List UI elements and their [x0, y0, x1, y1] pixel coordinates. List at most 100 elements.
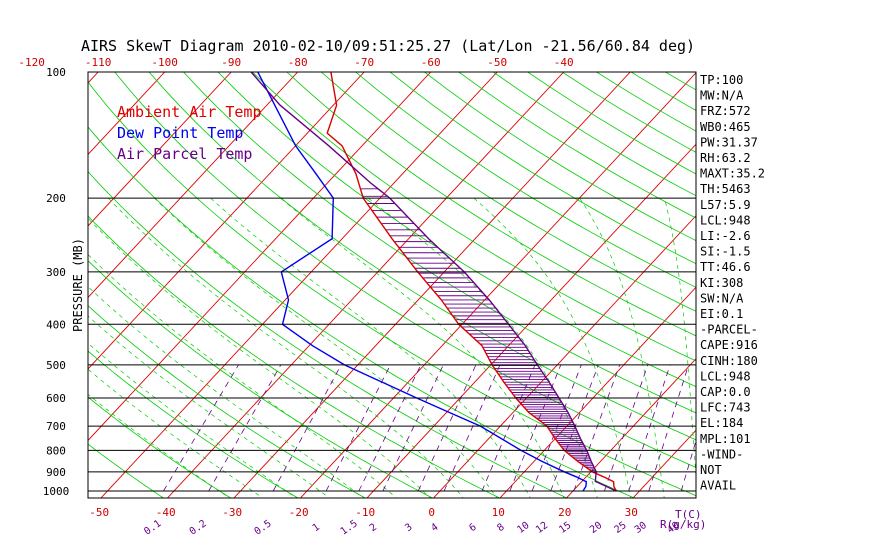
dry-adiabat-line	[88, 171, 568, 498]
dry-adiabat-line	[286, 72, 696, 337]
bottom-temp-tick-label: -50	[89, 506, 109, 519]
dry-adiabat-line	[88, 305, 367, 498]
dry-adiabat-line	[389, 72, 696, 265]
mixing-ratio-tick-label: 10	[515, 520, 531, 536]
mixing-ratio-tick-label: 0.2	[188, 518, 209, 537]
dry-adiabat-line	[320, 72, 696, 312]
mixing-ratio-line	[550, 364, 599, 492]
dry-adiabat-line	[88, 126, 636, 498]
dry-adiabat-line	[88, 443, 165, 498]
mixing-ratio-tick-label: 3	[403, 522, 414, 534]
top-temp-tick-label: -70	[354, 56, 374, 69]
moist-adiabat-line	[210, 197, 531, 498]
bottom-temp-tick-label: -30	[222, 506, 242, 519]
mixing-ratio-line	[481, 364, 536, 492]
mixing-ratio-tick-label: 0.5	[253, 518, 274, 537]
top-temp-tick-label: -60	[421, 56, 441, 69]
moist-adiabat-line	[473, 197, 632, 498]
stats-entry: MAXT:35.2	[700, 167, 765, 181]
stats-entry: KI:308	[700, 276, 743, 290]
moist-adiabat-line	[368, 197, 598, 498]
moist-adiabat-line	[88, 393, 231, 498]
mixing-ratio-tick-label: 4	[429, 522, 440, 534]
dry-adiabat-line	[148, 72, 696, 441]
stats-entry: MW:N/A	[700, 89, 744, 103]
isotherm-line	[565, 358, 696, 498]
stats-entry: MPL:101	[700, 432, 751, 446]
mixing-ratio-tick-label: 15	[557, 520, 573, 536]
plot-frame	[87, 71, 697, 499]
dry-adiabat-line	[88, 215, 501, 498]
mixing-ratio-line	[272, 364, 342, 492]
stats-entry: TH:5463	[700, 182, 751, 196]
top-temp-tick-label: -90	[221, 56, 241, 69]
moist-adiabat-line	[664, 198, 696, 482]
stats-entry: AVAIL	[700, 479, 736, 493]
pressure-tick-label: 900	[46, 466, 66, 479]
bottom-temp-tick-label: -40	[156, 506, 176, 519]
mixing-ratio-unit-label: R(g/kg)	[660, 518, 706, 531]
bottom-temp-tick-label: 0	[428, 506, 435, 519]
top-temp-tick-label: -80	[288, 56, 308, 69]
isotherm-line	[88, 72, 166, 156]
mixing-ratio-line	[648, 364, 689, 492]
isotherm-line	[88, 72, 232, 227]
mixing-ratio-line	[443, 364, 501, 492]
mixing-ratio-tick-label: 12	[534, 520, 550, 536]
stats-entry: NOT	[700, 463, 722, 477]
dry-adiabat-line	[803, 72, 870, 500]
mixing-ratio-line	[325, 364, 391, 492]
isotherm-line	[366, 143, 696, 498]
legend-entry: Dew Point Temp	[117, 124, 243, 142]
moist-adiabat-line	[107, 197, 464, 498]
stats-entry: LCL:948	[700, 369, 751, 383]
ambient-temp-line	[326, 72, 617, 492]
mixing-ratio-line	[163, 364, 239, 492]
dry-adiabat-line	[88, 260, 434, 498]
stats-entry: -PARCEL-	[700, 323, 758, 337]
stats-entry: LI:-2.6	[700, 229, 751, 243]
isotherm-line	[0, 72, 32, 500]
pressure-tick-label: 400	[46, 318, 66, 331]
isotherm-line	[233, 72, 631, 498]
dry-adiabat-line	[88, 81, 696, 497]
bottom-temp-tick-label: 30	[625, 506, 638, 519]
stats-entry: L57:5.9	[700, 198, 751, 212]
legend-entry: Ambient Air Temp	[117, 103, 262, 121]
stats-entry: -WIND-	[700, 447, 743, 461]
top-temp-tick-label: -110	[85, 56, 112, 69]
isotherm-line	[764, 72, 870, 500]
moist-adiabat-line	[88, 368, 264, 498]
isotherm-line	[831, 72, 870, 500]
top-temp-tick-label: -100	[151, 56, 178, 69]
stats-entry: WB0:465	[700, 120, 751, 134]
pressure-tick-label: 700	[46, 420, 66, 433]
mixing-ratio-line	[573, 364, 621, 492]
pressure-tick-label: 300	[46, 266, 66, 279]
dry-adiabat-line	[252, 72, 696, 362]
mixing-ratio-tick-label: 25	[612, 520, 628, 536]
chart-title: AIRS SkewT Diagram 2010-02-10/09:51:25.2…	[81, 37, 695, 55]
mixing-ratio-tick-label: 2	[368, 522, 379, 534]
pressure-tick-label: 600	[46, 392, 66, 405]
mixing-ratio-line	[604, 364, 649, 492]
x-axis-unit-label: T(C)	[675, 508, 702, 521]
mixing-ratio-tick-label: 20	[588, 520, 604, 536]
mixing-ratio-line	[358, 364, 422, 492]
stats-entry: SI:-1.5	[700, 245, 751, 259]
mixing-ratio-line	[382, 364, 444, 492]
mixing-ratio-line	[531, 364, 582, 492]
stats-entry: CAPE:916	[700, 338, 758, 352]
isotherm-line	[88, 72, 365, 370]
stats-entry: LCL:948	[700, 213, 751, 227]
isotherm-line	[299, 72, 696, 498]
pressure-tick-label: 200	[46, 192, 66, 205]
y-axis-label: PRESSURE (MB)	[71, 238, 85, 332]
pressure-tick-label: 500	[46, 359, 66, 372]
top-temp-tick-label: -40	[554, 56, 574, 69]
pressure-tick-label: 1000	[43, 485, 70, 498]
dry-adiabat-line	[769, 72, 870, 500]
mixing-ratio-tick-label: 1	[311, 522, 322, 534]
stats-entry: EL:184	[700, 416, 743, 430]
stats-entry: EI:0.1	[700, 307, 743, 321]
